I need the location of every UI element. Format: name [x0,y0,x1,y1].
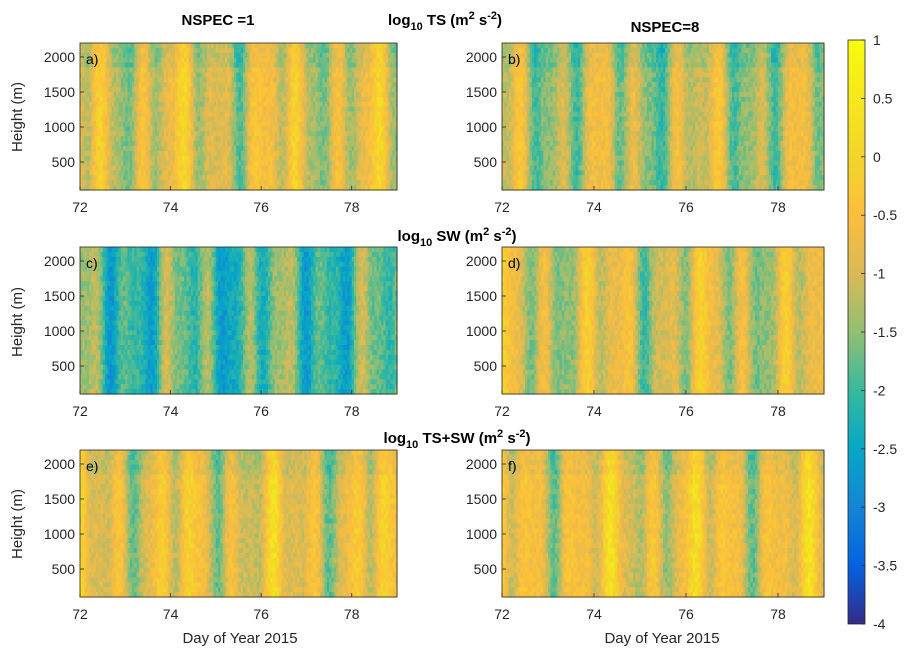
heatmap-panels: 72 74 76 78 2000 1500 1000 500 a) 72 74 76 782000150… [44,43,825,622]
column-title-left: NSPEC =1 [182,12,255,29]
row-title-tssw: log10 TS+SW (m2 s-2) [384,428,531,451]
panel-b: 72 74 76 78200015001000500b) [466,43,825,215]
row-title-ts: log10 TS (m2 s-2) [388,10,502,33]
y-tick-label: 500 [52,154,76,170]
x-tick-label: 74 [163,199,179,215]
column-title-right: NSPEC=8 [631,19,700,36]
x-tick-label: 76 [253,199,269,215]
x-tick-label: 78 [344,199,360,215]
y-axis-label-row2: Height (m) [9,287,26,357]
x-axis-label-right: Day of Year 2015 [604,630,719,647]
panel-a: 72 74 76 78 2000 1500 1000 500 a) [44,43,398,215]
x-tick-label: 72 [72,199,88,215]
y-tick-label: 2000 [44,49,75,65]
y-tick-label: 1500 [44,84,75,100]
y-axis-label-row3: Height (m) [9,489,26,559]
row-title-sw: log10 SW (m2 s-2) [397,226,516,249]
y-axis-label-row1: Height (m) [9,82,26,152]
panel-label: a) [86,51,98,67]
x-axis-label-left: Day of Year 2015 [182,630,297,647]
y-tick-label: 1000 [44,119,75,135]
